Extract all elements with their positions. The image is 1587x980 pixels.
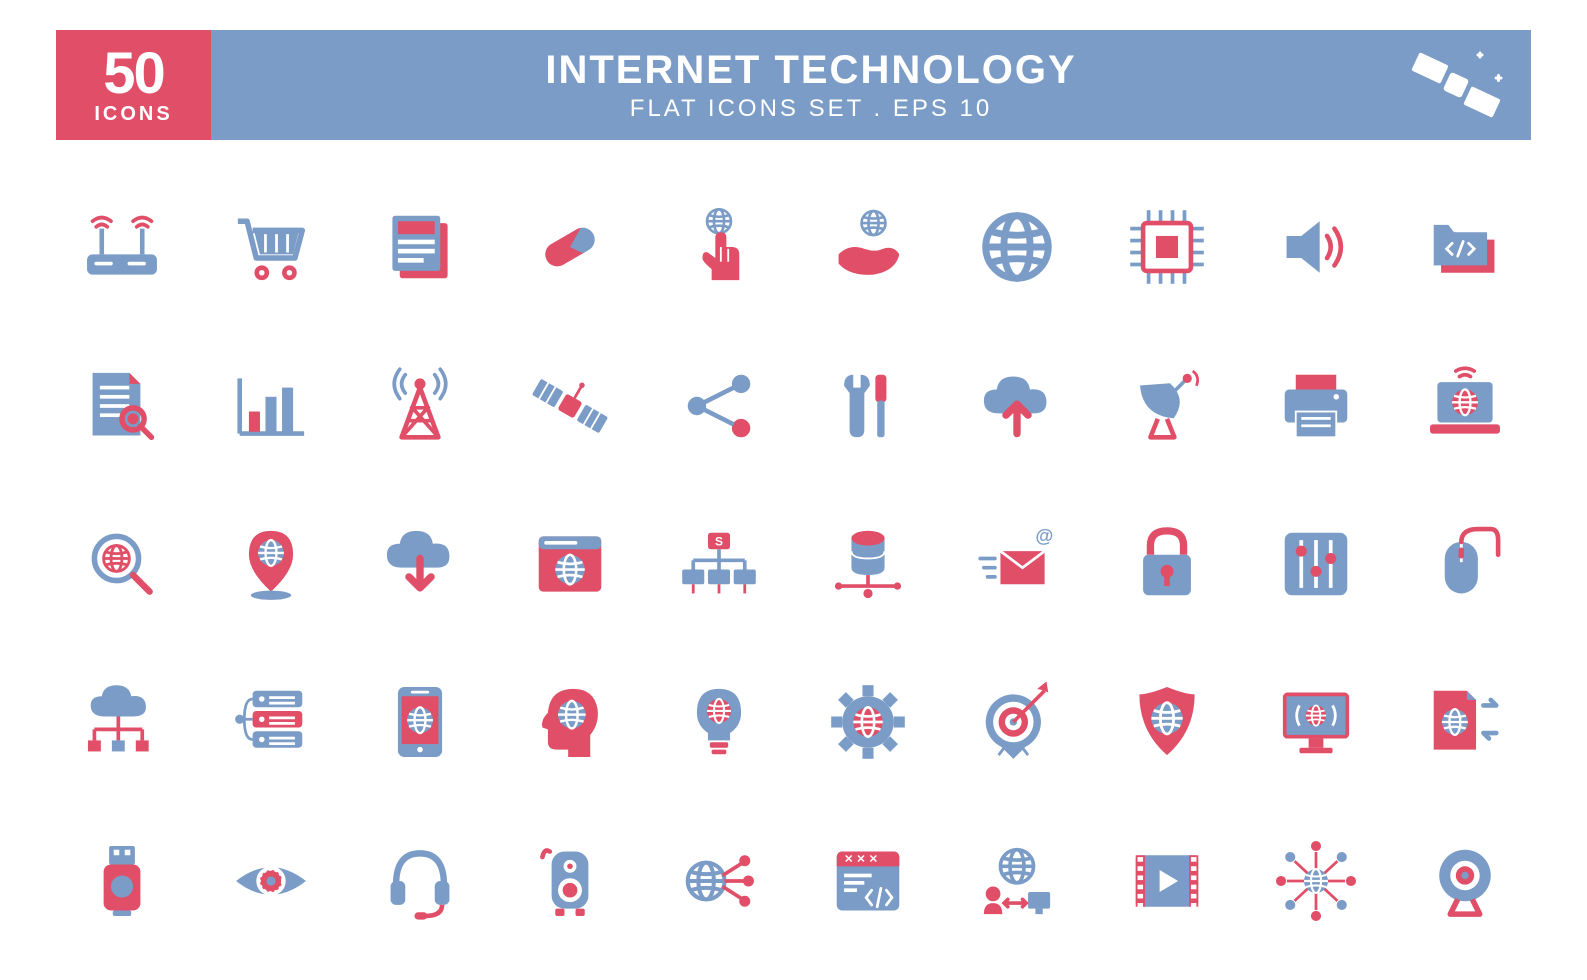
globe-icon — [952, 178, 1083, 316]
share-nodes-icon — [653, 336, 784, 474]
antenna-tower-icon — [355, 336, 486, 474]
loudspeaker-icon — [504, 812, 635, 950]
browser-globe-icon — [504, 495, 635, 633]
title-banner: INTERNET TECHNOLOGY FLAT ICONS SET . EPS… — [211, 30, 1531, 140]
file-transfer-icon — [1400, 653, 1531, 791]
remote-work-icon — [952, 812, 1083, 950]
padlock-icon — [1101, 495, 1232, 633]
news-document-icon — [355, 178, 486, 316]
document-search-icon — [56, 336, 187, 474]
globe-share-icon — [653, 812, 784, 950]
target-arrow-icon — [952, 653, 1083, 791]
shopping-cart-icon — [205, 178, 336, 316]
svg-text:S: S — [715, 535, 723, 549]
database-network-icon — [803, 495, 934, 633]
email-send-icon: @ — [952, 495, 1083, 633]
usb-drive-icon — [56, 812, 187, 950]
smartphone-globe-icon — [355, 653, 486, 791]
router-icon — [56, 178, 187, 316]
badge-count: 50 — [103, 45, 164, 103]
satellite-icon — [504, 336, 635, 474]
video-play-icon — [1101, 812, 1232, 950]
banner-subtitle: FLAT ICONS SET . EPS 10 — [630, 95, 992, 123]
bar-chart-icon — [205, 336, 336, 474]
banner-title: INTERNET TECHNOLOGY — [545, 48, 1076, 93]
laptop-globe-icon — [1400, 336, 1531, 474]
touch-globe-icon — [653, 178, 784, 316]
headset-icon — [355, 812, 486, 950]
svg-text:@: @ — [1036, 525, 1054, 546]
eye-scan-icon — [205, 812, 336, 950]
globe-search-icon — [56, 495, 187, 633]
webcam-icon — [1400, 812, 1531, 950]
shield-globe-icon — [1101, 653, 1232, 791]
satellite-dish-icon — [1101, 336, 1232, 474]
head-globe-icon — [504, 653, 635, 791]
count-badge: 50 ICONS — [56, 30, 211, 140]
icon-grid: S @ — [56, 178, 1531, 950]
server-rack-icon — [205, 653, 336, 791]
header: 50 ICONS INTERNET TECHNOLOGY FLAT ICONS … — [56, 30, 1531, 140]
location-globe-icon — [205, 495, 336, 633]
hand-globe-icon — [803, 178, 934, 316]
monitor-broadcast-icon — [1250, 653, 1381, 791]
cpu-chip-icon — [1101, 178, 1232, 316]
cloud-download-icon — [355, 495, 486, 633]
printer-icon — [1250, 336, 1381, 474]
mouse-icon — [1400, 495, 1531, 633]
cloud-network-icon — [56, 653, 187, 791]
gear-globe-icon — [803, 653, 934, 791]
svg-text:✕ ✕ ✕: ✕ ✕ ✕ — [844, 853, 878, 865]
tools-wrench-icon — [803, 336, 934, 474]
satellite-decoration-icon — [1406, 40, 1506, 130]
cloud-upload-icon — [952, 336, 1083, 474]
code-window-icon: ✕ ✕ ✕ — [803, 812, 934, 950]
speaker-volume-icon — [1250, 178, 1381, 316]
equalizer-sliders-icon — [1250, 495, 1381, 633]
code-folder-icon — [1400, 178, 1531, 316]
network-hub-icon — [1250, 812, 1381, 950]
lightbulb-globe-icon — [653, 653, 784, 791]
network-hierarchy-icon: S — [653, 495, 784, 633]
pill-link-icon — [504, 178, 635, 316]
badge-label: ICONS — [94, 103, 172, 126]
